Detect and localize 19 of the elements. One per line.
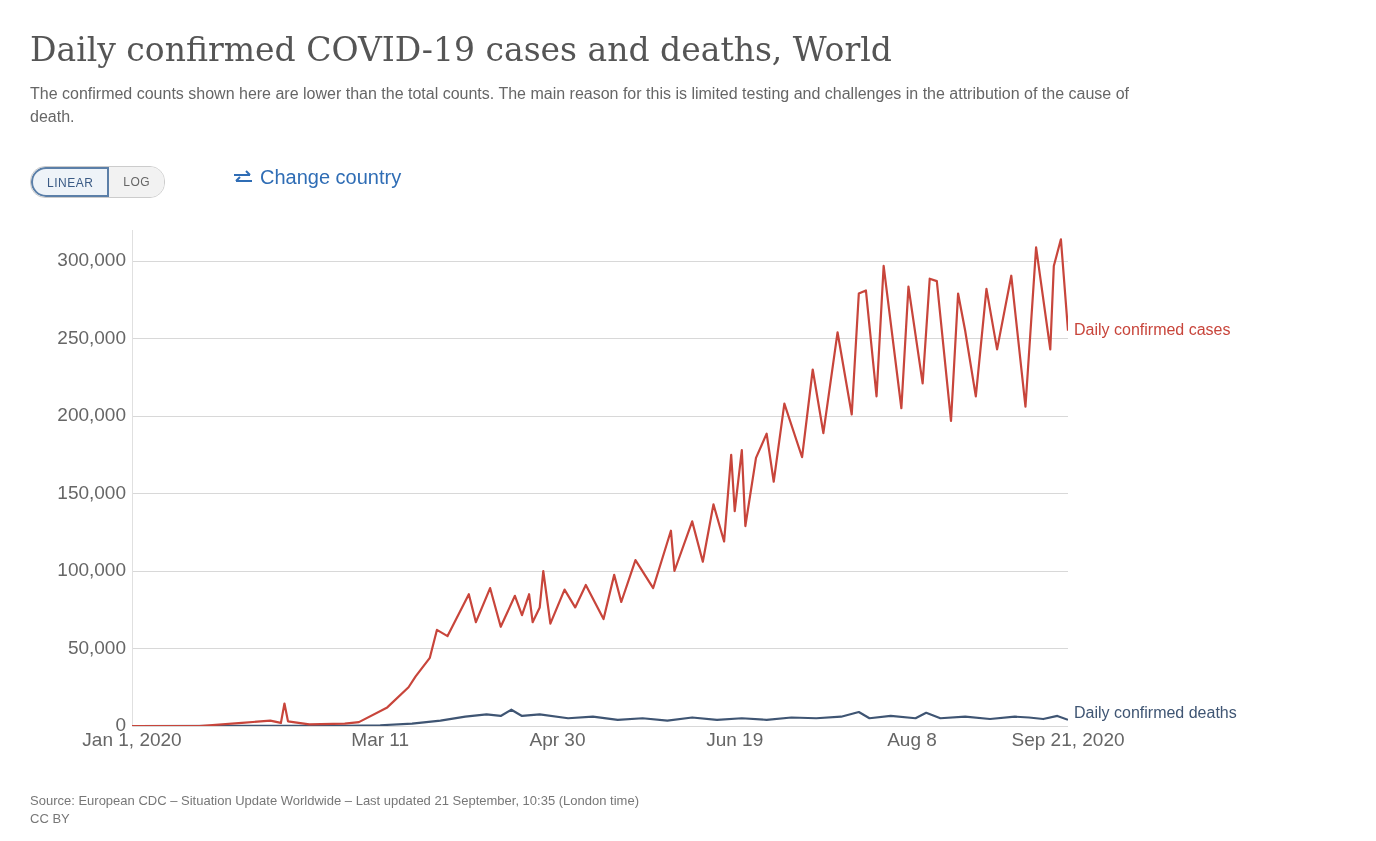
x-tick-label: Mar 11 <box>351 728 410 750</box>
text: Change country <box>260 166 402 189</box>
x-tick-label: Sep 21, 2020 <box>1011 728 1125 750</box>
chart-title: Daily confirmed COVID-19 cases and deaths, World <box>30 30 892 69</box>
x-tick-label: Apr 30 <box>529 728 586 750</box>
text: CC BY <box>30 810 71 828</box>
x-tick-label: Jun 19 <box>706 728 764 750</box>
series-label: Daily confirmed deaths <box>1074 704 1237 722</box>
y-tick-label: 50,000 <box>67 636 126 658</box>
y-tick-label: 300,000 <box>57 249 126 271</box>
series-label: Daily confirmed cases <box>1074 321 1231 339</box>
y-tick-label: 150,000 <box>57 481 126 503</box>
scale-toggle: LINEAR LOG <box>30 166 166 198</box>
y-tick-label: 200,000 <box>57 404 126 426</box>
y-tick-label: 250,000 <box>57 326 126 348</box>
y-tick-label: 100,000 <box>57 559 126 581</box>
chart-subtitle: The confirmed counts shown here are lower than the total counts. The main reason for this is limited testing and challenges in the attribution of the cause of death. <box>30 84 1130 127</box>
x-tick-label: Aug 8 <box>887 728 937 750</box>
source-note: Source: European CDC – Situation Update Worldwide – Last updated 21 September, 10:35 (London time) <box>30 792 639 810</box>
